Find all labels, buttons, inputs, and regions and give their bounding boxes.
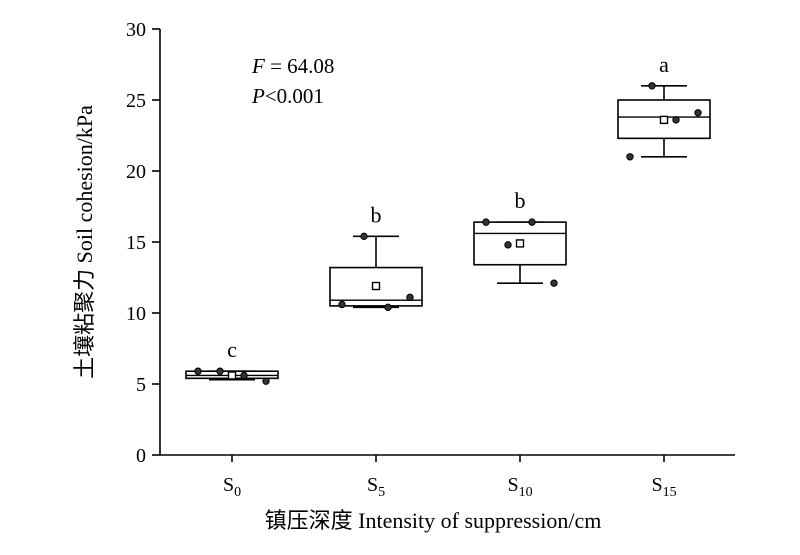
boxes [185,85,711,381]
data-point [528,218,536,226]
f-value: = 64.08 [265,54,335,78]
significance-letters: c b b a [227,52,669,362]
mean-marker [227,371,237,380]
y-tick-label: 30 [126,19,146,41]
y-tick-label: 25 [126,90,146,112]
y-tick-label: 0 [136,445,146,467]
mean-marker [371,281,381,291]
x-axis-title: 镇压深度 Intensity of suppression/cm [265,508,602,533]
data-point [360,232,368,241]
p-value-text: <0.001 [265,84,324,108]
significance-letter: b [515,188,526,213]
p-value: P<0.001 [251,84,324,108]
x-tick-label: S5 [367,474,385,500]
mean-marker [515,239,525,248]
data-point [240,371,248,380]
data-point [626,153,634,161]
data-point [504,241,512,249]
significance-letter: a [659,52,669,77]
x-tick-label: S15 [651,474,676,500]
y-tick-label: 5 [136,374,146,396]
significance-letter: c [227,337,237,362]
y-axis-ticks: 0 5 10 15 20 25 30 [126,19,160,467]
significance-letter: b [371,202,382,227]
data-point [384,303,392,312]
y-tick-label: 10 [126,303,146,325]
y-tick-label: 15 [126,232,146,254]
x-tick-label: S10 [507,474,532,500]
data-point [216,367,224,375]
data-point [194,367,202,375]
f-label: F [251,54,265,78]
data-point [338,300,346,309]
data-point [550,279,558,287]
data-point [482,218,490,226]
mean-marker [659,115,669,125]
y-axis-title: 土壤粘聚力 Soil cohesion/kPa [72,105,97,379]
data-point [694,109,702,117]
data-point [672,116,680,124]
data-point [406,293,414,302]
data-point [648,82,656,90]
x-tick-label: S0 [223,474,241,500]
f-statistic: F = 64.08 [251,54,334,78]
x-axis-ticks: S0 S5 S10 S15 [223,455,677,500]
y-tick-label: 20 [126,161,146,183]
p-label: P [251,84,265,108]
axes [159,29,735,456]
data-points [194,82,702,385]
data-point [262,377,270,385]
